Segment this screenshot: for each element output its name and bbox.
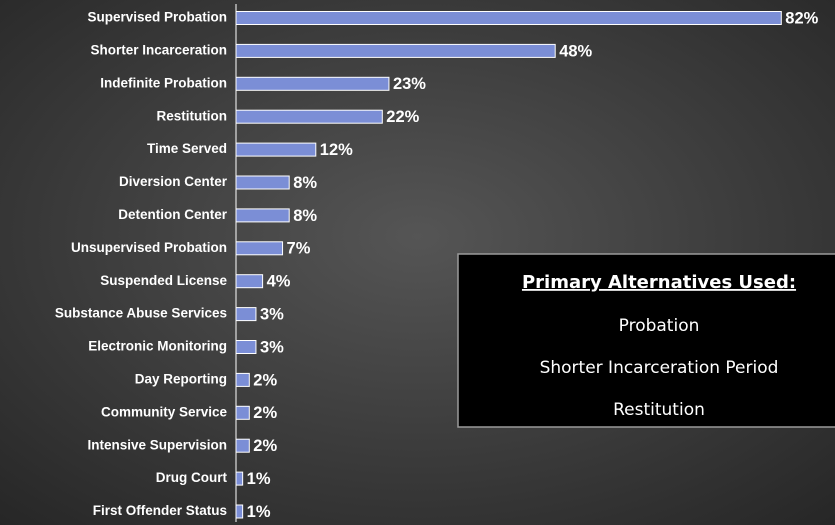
category-label: Drug Court: [156, 470, 228, 485]
value-label: 12%: [320, 141, 353, 159]
category-label: Suspended License: [100, 273, 227, 288]
value-label: 8%: [293, 207, 317, 225]
value-label: 3%: [260, 338, 284, 356]
bar: [235, 307, 257, 322]
annotation-item: Restitution: [613, 400, 705, 420]
value-label: 7%: [287, 240, 311, 258]
annotation-item: Shorter Incarceration Period: [540, 358, 779, 378]
value-label: 2%: [253, 404, 277, 422]
bar: [235, 142, 317, 157]
category-label: Day Reporting: [135, 371, 227, 386]
category-label: Supervised Probation: [87, 10, 227, 25]
annotation-title: Primary Alternatives Used:: [522, 272, 796, 293]
bar: [235, 175, 290, 190]
bar: [235, 274, 264, 289]
bar: [235, 241, 284, 256]
value-label: 8%: [293, 174, 317, 192]
category-label: Diversion Center: [119, 174, 228, 189]
value-label: 3%: [260, 305, 284, 323]
value-label: 1%: [247, 503, 271, 521]
category-label: Restitution: [157, 108, 228, 123]
bar: [235, 504, 244, 519]
category-label: First Offender Status: [93, 503, 227, 518]
value-label: 82%: [785, 9, 818, 27]
category-label: Intensive Supervision: [87, 437, 227, 452]
category-label: Community Service: [101, 404, 228, 419]
value-label: 2%: [253, 437, 277, 455]
value-label: 1%: [247, 470, 271, 488]
category-label: Detention Center: [118, 207, 228, 222]
category-label: Indefinite Probation: [100, 75, 227, 90]
bar: [235, 405, 250, 420]
value-label: 23%: [393, 75, 426, 93]
category-label: Electronic Monitoring: [88, 339, 227, 354]
value-label: 2%: [253, 371, 277, 389]
bar: [235, 438, 250, 453]
bar: [235, 109, 383, 124]
annotation-box: Primary Alternatives Used:: [457, 253, 835, 428]
annotation-item: Probation: [619, 316, 700, 336]
category-label: Shorter Incarceration: [90, 42, 227, 57]
bar: [235, 372, 250, 387]
category-label: Substance Abuse Services: [55, 306, 227, 321]
category-label: Time Served: [147, 141, 227, 156]
value-label: 4%: [267, 273, 291, 291]
value-label: 22%: [386, 108, 419, 126]
bar: [235, 340, 257, 354]
bar: [235, 11, 782, 25]
bar: [235, 471, 244, 486]
bar: [235, 208, 290, 223]
bar: [235, 43, 556, 58]
category-label: Unsupervised Probation: [71, 240, 227, 255]
value-label: 48%: [559, 42, 592, 60]
annotation-frame: [457, 253, 835, 428]
bar: [235, 76, 390, 91]
